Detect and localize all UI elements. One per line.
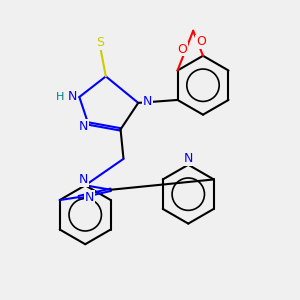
Text: N: N: [142, 95, 152, 108]
Text: N: N: [67, 91, 77, 103]
Text: S: S: [96, 36, 104, 49]
Text: O: O: [178, 43, 187, 56]
Text: N: N: [79, 120, 88, 133]
Text: O: O: [196, 35, 206, 48]
Text: N: N: [79, 173, 88, 186]
Text: H: H: [56, 92, 64, 102]
Text: N: N: [85, 190, 94, 204]
Text: N: N: [184, 152, 193, 165]
